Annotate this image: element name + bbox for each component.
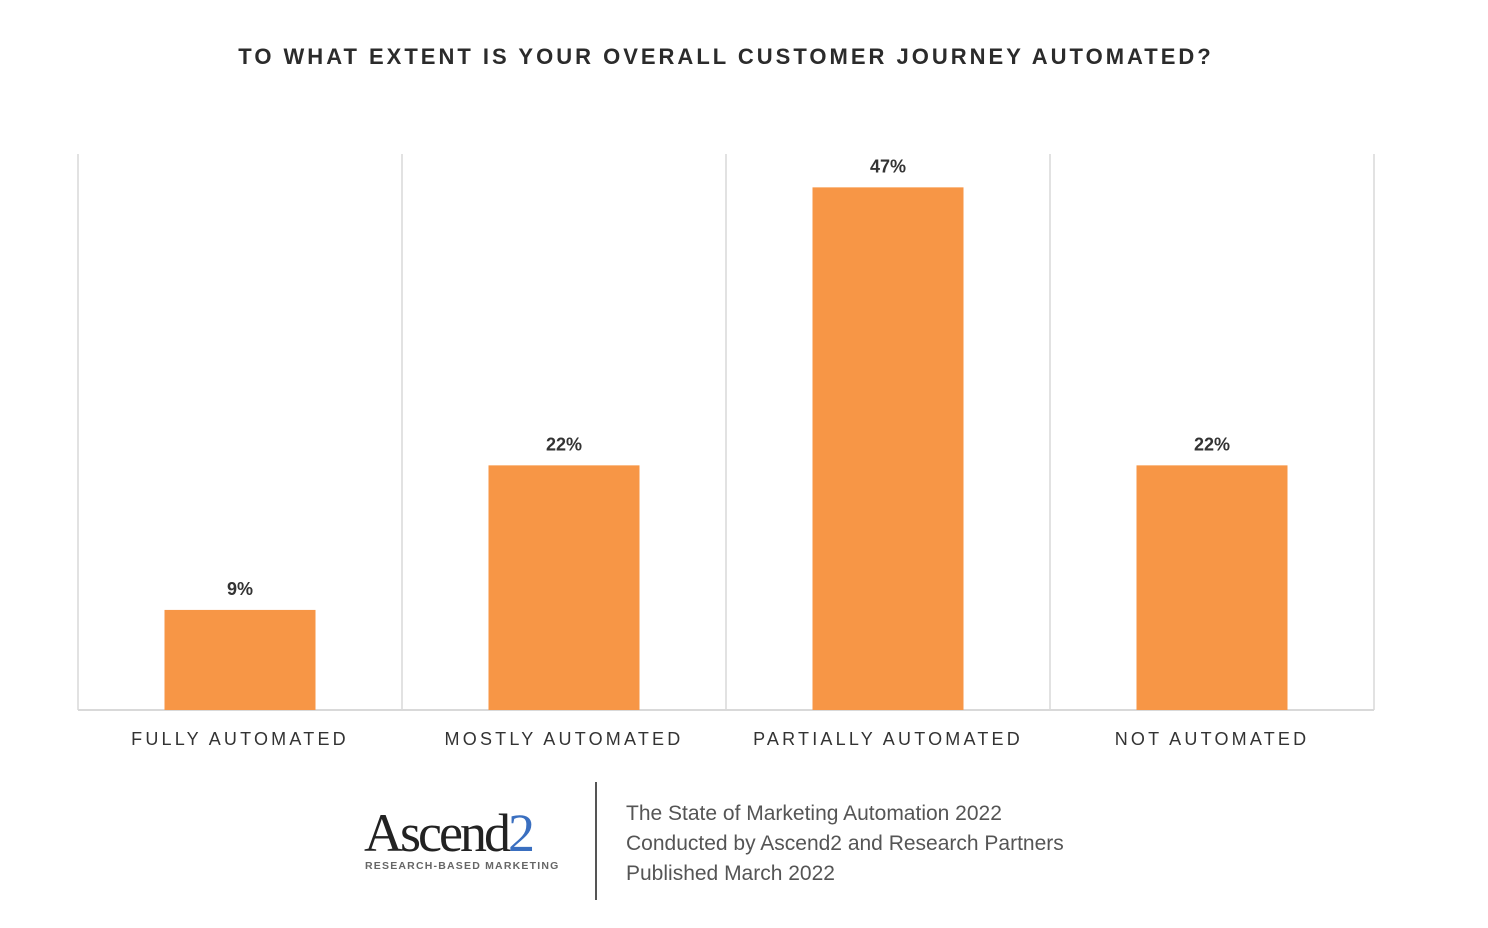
bar-mostly-automated: [488, 465, 640, 710]
data-label: 9%: [227, 579, 253, 599]
report-published: Published March 2022: [626, 862, 835, 885]
x-tick-label: PARTIALLY AUTOMATED: [753, 729, 1023, 749]
chart-title: TO WHAT EXTENT IS YOUR OVERALL CUSTOMER …: [238, 44, 1214, 69]
bar-partially-automated: [812, 187, 964, 711]
logo-wordmark: Ascend2: [364, 803, 535, 863]
bar-not-automated: [1136, 465, 1288, 710]
data-label: 22%: [546, 434, 582, 454]
report-conducted-by: Conducted by Ascend2 and Research Partne…: [626, 832, 1064, 855]
data-label: 22%: [1194, 434, 1230, 454]
ascend2-logo: Ascend2 RESEARCH-BASED MARKETING: [362, 806, 572, 876]
bar-fully-automated: [164, 609, 316, 710]
report-title: The State of Marketing Automation 2022: [626, 802, 1002, 825]
footer-credits: The State of Marketing Automation 2022 C…: [626, 799, 1064, 889]
footer-divider: [595, 782, 597, 900]
logo-tagline: RESEARCH-BASED MARKETING: [365, 860, 560, 872]
x-tick-label: NOT AUTOMATED: [1115, 729, 1310, 749]
x-tick-label: FULLY AUTOMATED: [131, 729, 349, 749]
x-tick-label: MOSTLY AUTOMATED: [445, 729, 684, 749]
data-label: 47%: [870, 156, 906, 176]
bar-chart: 9% FULLY AUTOMATED 22% MOSTLY AUTOMATED 47% P…: [77, 154, 1375, 749]
